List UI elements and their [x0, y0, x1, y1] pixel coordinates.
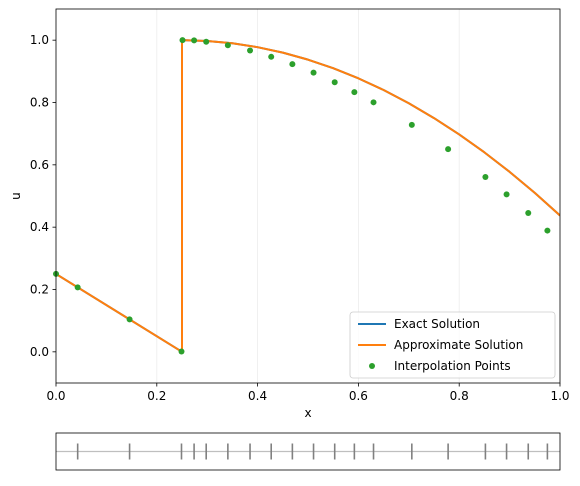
x-tick-label: 0.0: [46, 389, 65, 403]
interpolation-point: [310, 69, 317, 76]
interpolation-point: [351, 89, 358, 96]
legend-box: [349, 311, 556, 379]
legend-label: Interpolation Points: [394, 359, 511, 373]
x-tick-label: 0.2: [147, 389, 166, 403]
interpolation-point: [289, 61, 296, 68]
y-tick-label: 0.0: [30, 345, 49, 359]
legend-entries: Exact Solution Approximate Solution Interp…: [358, 317, 523, 373]
interpolation-point: [331, 79, 338, 86]
y-tick-label: 0.8: [30, 96, 49, 110]
y-tick-label: 0.2: [30, 283, 49, 297]
y-tick-label: 0.4: [30, 220, 49, 234]
interpolation-markers: [53, 37, 551, 355]
interpolation-point: [178, 348, 185, 355]
x-tick-label: 0.8: [450, 389, 469, 403]
interpolation-point: [74, 284, 81, 291]
x-axis-label: x: [304, 406, 311, 420]
legend-swatch-marker: [369, 363, 375, 369]
interpolation-point: [126, 316, 133, 323]
interpolation-point: [268, 53, 275, 60]
interpolation-point: [445, 146, 452, 153]
interpolation-point: [482, 173, 489, 180]
legend-label: Approximate Solution: [394, 338, 523, 352]
y-tick-label: 1.0: [30, 33, 49, 47]
series-line-1: [56, 39, 560, 353]
y-axis-label: u: [9, 192, 23, 200]
y-axis-ticks: 0.0 0.2 0.4 0.6 0.8 1.0: [30, 33, 56, 359]
interpolation-point: [544, 227, 551, 234]
interpolation-point: [191, 37, 198, 44]
strip-point-ticks: [76, 443, 549, 460]
interpolation-point: [408, 121, 415, 128]
interpolation-point: [179, 37, 186, 44]
interpolation-point: [525, 209, 532, 216]
main-plot: 0.0 0.2 0.4 0.6 0.8 1.0 0.00.20.40.60.81.0 x …: [9, 8, 570, 420]
interpolation-point: [203, 38, 210, 45]
series-lines: [56, 39, 560, 353]
interpolation-strip-plot: [55, 432, 561, 471]
y-tick-label: 0.6: [30, 158, 49, 172]
legend: Exact Solution Approximate Solution Interp…: [349, 311, 556, 379]
interpolation-point: [247, 47, 254, 54]
strip-frame: [55, 432, 561, 471]
x-tick-label: 0.6: [349, 389, 368, 403]
interpolation-point: [370, 99, 377, 106]
interpolation-point: [503, 191, 510, 198]
interpolation-point: [224, 42, 231, 49]
x-axis-ticks: 0.0 0.2 0.4 0.6 0.8 1.0: [46, 383, 570, 403]
x-tick-label: 0.4: [248, 389, 267, 403]
x-tick-label: 1.0: [550, 389, 569, 403]
legend-label: Exact Solution: [394, 317, 480, 331]
axes-frame: [55, 8, 561, 384]
